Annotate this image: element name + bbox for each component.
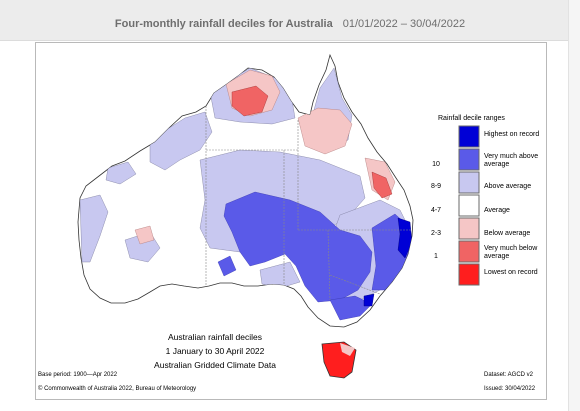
region-vmba-topend xyxy=(231,85,269,117)
region-vmaa-central xyxy=(223,191,373,303)
legend-title: Rainfall decile ranges xyxy=(438,115,505,122)
header-bar: Four-monthly rainfall deciles for Austra… xyxy=(0,0,580,41)
legend-code-1: 1 xyxy=(434,253,438,260)
legend-swatch-highest xyxy=(458,125,480,148)
caption-line2: 1 January to 30 April 2022 xyxy=(165,346,265,356)
region-highest-record-coast xyxy=(397,217,413,259)
legend-code-8-9: 8-9 xyxy=(430,183,442,190)
tasmania-below-average xyxy=(340,343,355,356)
legend-label-vmaa: Very much above average xyxy=(484,153,539,168)
region-below-average-wa xyxy=(134,225,155,245)
legend-code-4-7: 4-7 xyxy=(430,207,442,214)
legend-label-vmba: Very much below average xyxy=(484,245,538,260)
legend-label-below: Below average xyxy=(484,230,531,237)
legend-swatch-above xyxy=(458,171,480,194)
legend-label-average: Average xyxy=(484,207,510,214)
legend-swatch-vmaa xyxy=(458,148,480,171)
legend-code-2-3: 2-3 xyxy=(430,230,442,237)
region-above-average-south xyxy=(259,261,301,289)
legend-swatch-vmba xyxy=(458,240,480,263)
copyright: © Commonwealth of Australia 2022, Bureau… xyxy=(38,386,197,392)
legend-label-above: Above average xyxy=(484,183,532,190)
title-text: Four-monthly rainfall deciles for Austra… xyxy=(114,18,333,30)
region-above-average-kimberley xyxy=(149,111,213,171)
legend-code-10: 10 xyxy=(432,161,440,168)
page-title: Four-monthly rainfall deciles for Austra… xyxy=(0,18,580,30)
base-period: Base period: 1900—Apr 2022 xyxy=(38,372,118,378)
region-above-average-west xyxy=(79,194,109,263)
region-vmaa-bight xyxy=(217,255,237,277)
caption-line1: Australian rainfall deciles xyxy=(167,332,263,342)
decile-regions xyxy=(79,67,413,321)
date-range: 01/01/2022 – 30/04/2022 xyxy=(342,18,466,30)
legend-label-lowest: Lowest on record xyxy=(484,269,538,276)
region-below-average-qld xyxy=(297,107,353,155)
state-borders xyxy=(205,106,412,301)
legend-swatch-average xyxy=(458,194,480,217)
scrollbar-track[interactable] xyxy=(568,0,580,411)
issued-date: Issued: 30/04/2022 xyxy=(484,386,536,392)
legend-swatch-lowest xyxy=(458,263,480,286)
dataset: Dataset: AGCD v2 xyxy=(484,372,534,378)
caption-line3: Australian Gridded Climate Data xyxy=(154,360,276,370)
region-above-average-nw xyxy=(105,161,137,185)
legend-label-highest: Highest on record xyxy=(484,131,540,138)
region-highest-record-vic xyxy=(363,293,375,307)
legend-swatch-below xyxy=(458,217,480,240)
region-vmaa-vic xyxy=(329,295,373,321)
region-vmba-qld xyxy=(371,171,393,199)
